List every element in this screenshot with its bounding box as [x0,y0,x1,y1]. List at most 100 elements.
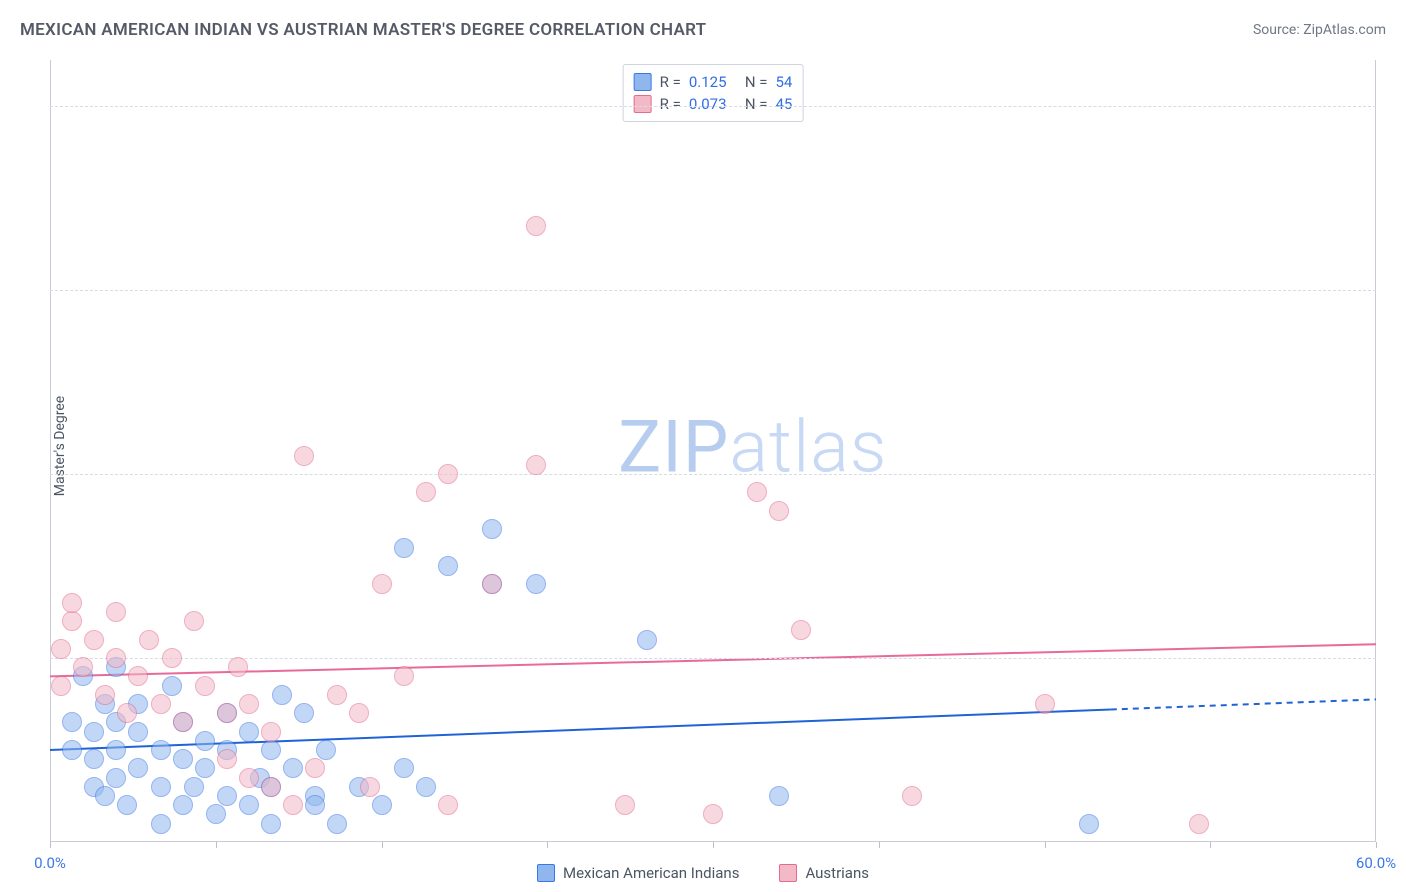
stats-legend-box: R =0.125N =54 R = 0.073 N = 45 [623,64,804,122]
scatter-point [173,712,193,732]
scatter-point [62,593,82,613]
x-tick-mark [1210,842,1211,848]
scatter-point [195,758,215,778]
scatter-point [416,482,436,502]
scatter-point [261,740,281,760]
scatter-point [272,685,292,705]
scatter-point [261,814,281,834]
x-tick-mark [1376,842,1377,848]
scatter-point [360,777,380,797]
scatter-point [703,804,723,824]
scatter-point [228,657,248,677]
scatter-point [151,694,171,714]
scatter-point [195,676,215,696]
scatter-point [482,574,502,594]
legend-label-1: Mexican American Indians [563,864,739,882]
x-tick-mark [50,842,51,848]
watermark: ZIPatlas [618,404,887,489]
gridline [50,106,1376,107]
scatter-point [195,731,215,751]
scatter-point [394,538,414,558]
scatter-point [51,676,71,696]
scatter-point [217,703,237,723]
scatter-point [51,639,71,659]
trend-lines [50,60,1376,842]
scatter-point [106,657,126,677]
scatter-point [349,703,369,723]
x-tick-mark [713,842,714,848]
x-tick-label: 0.0% [34,854,66,872]
scatter-point [95,786,115,806]
scatter-point [261,777,281,797]
scatter-point [239,768,259,788]
scatter-point [349,777,369,797]
watermark-part2: atlas [729,404,887,489]
stats-r-label: R = [660,95,681,113]
scatter-point [305,795,325,815]
scatter-point [283,758,303,778]
scatter-point [372,574,392,594]
scatter-point [173,749,193,769]
scatter-point [239,694,259,714]
stats-r-value: 0.125 [689,73,737,91]
stats-n-value: 54 [775,73,792,91]
scatter-point [151,740,171,760]
scatter-point [526,455,546,475]
scatter-point [106,712,126,732]
legend-swatch-1 [537,864,555,882]
source-value: ZipAtlas.com [1303,22,1386,38]
stats-swatch [634,95,652,113]
stats-row: R =0.125N =54 [634,71,793,93]
scatter-point [482,574,502,594]
scatter-point [173,712,193,732]
scatter-point [1035,694,1055,714]
stats-n-label: N = [745,95,768,113]
scatter-point [327,814,347,834]
scatter-point [791,620,811,640]
scatter-point [394,666,414,686]
scatter-point [615,795,635,815]
scatter-point [184,611,204,631]
scatter-point [73,666,93,686]
scatter-point [217,749,237,769]
scatter-point [139,630,159,650]
scatter-point [95,685,115,705]
watermark-part1: ZIP [618,404,729,489]
source-attribution: Source: ZipAtlas.com [1253,22,1386,38]
scatter-point [438,795,458,815]
stats-r-value: 0.073 [689,95,737,113]
scatter-point [84,749,104,769]
scatter-point [261,777,281,797]
scatter-point [283,795,303,815]
scatter-point [128,722,148,742]
gridline [50,474,1376,475]
scatter-point [217,786,237,806]
series-legend: Mexican American Indians Austrians [537,864,869,882]
stats-row: R = 0.073 N = 45 [634,93,793,115]
y-tick-label: 60.0% [1386,281,1406,299]
legend-swatch-2 [779,864,797,882]
scatter-point [902,786,922,806]
x-tick-label: 60.0% [1356,854,1396,872]
scatter-point [769,501,789,521]
scatter-point [769,786,789,806]
scatter-point [316,740,336,760]
x-tick-mark [1045,842,1046,848]
scatter-point [206,804,226,824]
y-tick-label: 20.0% [1386,649,1406,667]
scatter-point [305,786,325,806]
scatter-point [294,703,314,723]
stats-n-value: 45 [775,95,792,113]
scatter-point [637,630,657,650]
scatter-point [261,722,281,742]
scatter-point [128,758,148,778]
scatter-point [62,712,82,732]
scatter-point [128,666,148,686]
y-tick-label: 40.0% [1386,465,1406,483]
scatter-point [438,556,458,576]
scatter-point [305,758,325,778]
axis-right [1375,60,1376,842]
chart-plot-area: ZIPatlas R =0.125N =54R =0.073N =45 20.0… [50,60,1376,842]
scatter-point [117,703,137,723]
gridline [50,290,1376,291]
